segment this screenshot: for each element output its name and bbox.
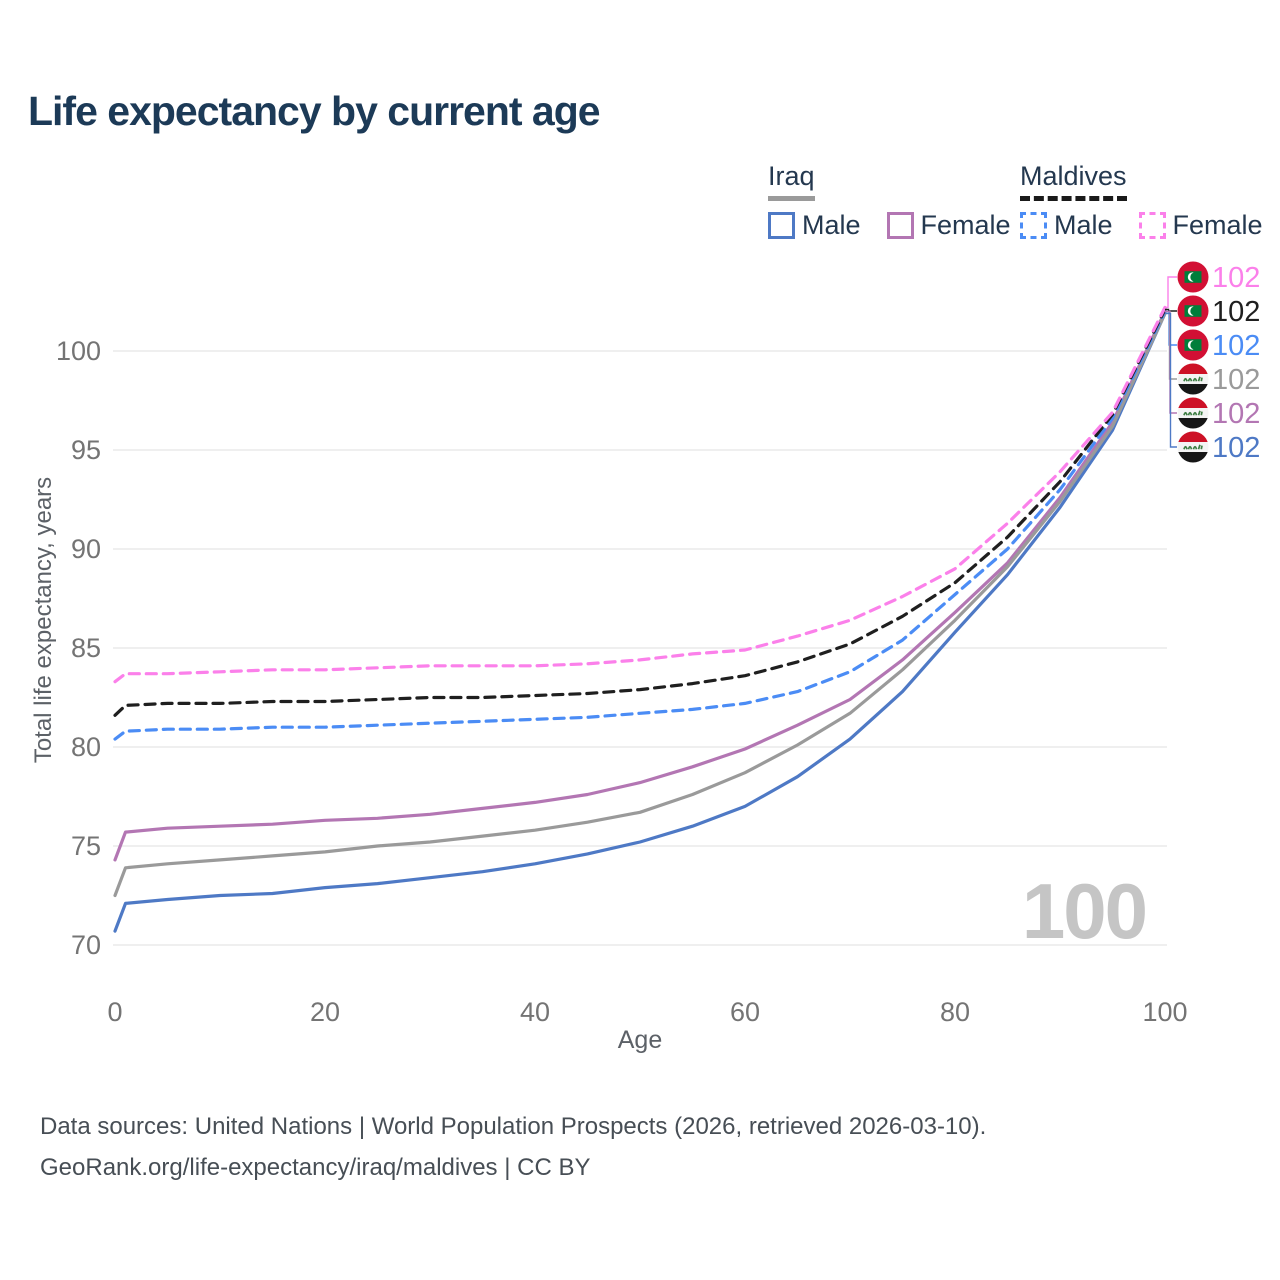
x-axis-title: Age	[617, 1026, 663, 1054]
maldives-flag-icon	[1177, 295, 1209, 327]
series-line-maldives-female[interactable]	[113, 305, 1167, 684]
end-label-leader-iraq-male	[1165, 312, 1177, 448]
legend-item-label: Female	[1172, 210, 1263, 240]
iraq-flag-icon	[1177, 397, 1209, 429]
series-line-iraq-male[interactable]	[113, 311, 1167, 933]
legend-group-maldives: Maldives Male Female	[1020, 161, 1263, 241]
legend-item-iraq-male[interactable]: Male	[768, 210, 861, 241]
end-label-leader-maldives-total	[1165, 308, 1177, 312]
attribution-line: GeoRank.org/life-expectancy/iraq/maldive…	[40, 1154, 591, 1181]
x-tick-label: 100	[1142, 997, 1187, 1027]
iraq-flag-icon	[1177, 431, 1209, 463]
legend-country-iraq[interactable]: Iraq	[768, 161, 815, 201]
maldives-female-swatch-icon	[1138, 212, 1166, 239]
end-label-leader-maldives-female	[1165, 276, 1177, 309]
legend-group-iraq: Iraq Male Female	[768, 161, 1011, 241]
legend-item-iraq-female[interactable]: Female	[886, 210, 1011, 241]
y-tick-label: 75	[71, 831, 101, 861]
hover-age-watermark: 100	[1021, 867, 1148, 955]
x-tick-label: 80	[940, 997, 970, 1027]
series-line-iraq-female[interactable]	[113, 309, 1167, 862]
series-line-maldives-male[interactable]	[113, 309, 1167, 741]
series-line-maldives-total[interactable]	[113, 307, 1167, 717]
end-value-label-iraq-female: 102	[1212, 398, 1260, 430]
footer: Data sources: United Nations | World Pop…	[40, 1106, 986, 1188]
y-tick-label: 85	[71, 633, 101, 663]
y-tick-label: 70	[71, 930, 101, 960]
y-tick-label: 100	[56, 336, 101, 366]
x-tick-label: 60	[730, 997, 760, 1027]
legend-item-label: Female	[920, 210, 1011, 240]
iraq-flag-icon	[1177, 363, 1209, 395]
end-value-label-maldives-female: 102	[1212, 262, 1260, 294]
legend-country-maldives[interactable]: Maldives	[1020, 161, 1127, 201]
end-value-label-maldives-total: 102	[1212, 296, 1260, 328]
x-tick-label: 20	[310, 997, 340, 1027]
end-value-label-maldives-male: 102	[1212, 330, 1260, 362]
y-tick-label: 90	[71, 534, 101, 564]
x-tick-label: 0	[107, 997, 122, 1027]
y-tick-label: 80	[71, 732, 101, 762]
data-sources-line: Data sources: United Nations | World Pop…	[40, 1113, 987, 1140]
y-tick-label: 95	[71, 435, 101, 465]
legend-row-maldives: Male Female	[1020, 210, 1263, 241]
legend-row-iraq: Male Female	[768, 210, 1011, 241]
end-value-label-iraq-total: 102	[1212, 364, 1260, 396]
legend-item-label: Male	[1054, 210, 1113, 240]
legend-item-label: Male	[802, 210, 861, 240]
legend-item-maldives-male[interactable]: Male	[1020, 210, 1113, 241]
maldives-flag-icon	[1177, 261, 1209, 293]
iraq-female-swatch-icon	[886, 212, 914, 239]
x-tick-label: 40	[520, 997, 550, 1027]
series-line-iraq-total[interactable]	[113, 311, 1167, 898]
page-title: Life expectancy by current age	[28, 88, 601, 134]
end-value-label-iraq-male: 102	[1212, 432, 1260, 464]
iraq-male-swatch-icon	[768, 212, 795, 239]
maldives-flag-icon	[1177, 329, 1209, 361]
maldives-male-swatch-icon	[1020, 212, 1047, 239]
y-axis-title: Total life expectancy, years	[30, 476, 57, 764]
legend-item-maldives-female[interactable]: Female	[1138, 210, 1263, 241]
